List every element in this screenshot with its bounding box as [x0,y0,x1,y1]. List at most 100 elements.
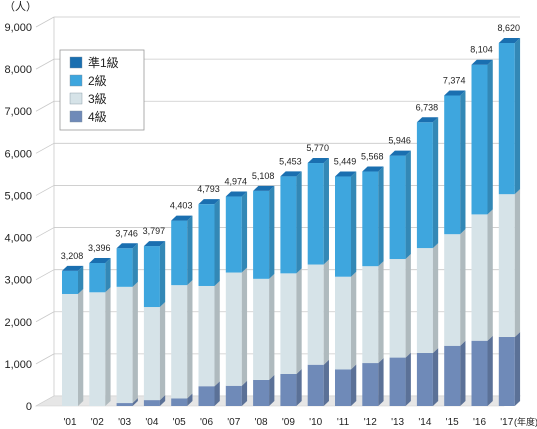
bar-segment-side [351,271,357,370]
bar-stack [253,185,275,406]
bar-segment-side [159,395,166,406]
bar-segment [225,272,242,386]
bar-segment-side [487,335,493,406]
bar-segment-side [269,273,275,380]
bar-segment [253,190,270,279]
total-label: 5,108 [252,171,275,181]
bar-stack [143,241,166,406]
bar-segment-side [514,38,521,195]
bar-segment-side [187,215,193,286]
x-tick-label: '03 [118,417,131,428]
gridline-diag [35,269,55,281]
bar-segment-side [105,287,111,406]
bar-stack [280,171,302,406]
bar-segment [498,43,515,195]
bar-segment [389,155,406,260]
y-tick-label: 3,000 [4,275,32,287]
bar-segment-side [405,254,411,358]
bar-segment [307,163,324,265]
bar-segment [253,278,270,380]
bar-segment-side [460,340,466,406]
bar-segment-side [159,302,166,401]
bar-segment [416,352,433,406]
bar-segment-side [241,267,248,386]
bar-segment [335,369,351,406]
bar-segment [62,293,78,406]
bar-segment-side [351,364,357,406]
bar-segment-side [132,243,138,287]
bar-segment [198,285,215,387]
bar-segment [389,259,406,358]
x-tick-label: '14 [418,417,431,428]
bar-segment [116,248,133,287]
bar-segment-side [105,257,111,293]
bar-top-cap [335,171,357,177]
gridline-diag [35,185,55,196]
legend-label: 準1級 [88,55,119,70]
bar-segment [362,363,379,406]
bar-segment-side [187,393,193,406]
bar-segment [116,403,133,406]
bar-segment-side [269,374,275,406]
bar-segment [225,385,242,406]
bar-stack [171,215,193,406]
gridline-diag [35,311,55,323]
y-tick-label: 5,000 [4,190,32,202]
y-tick-label: 7,000 [4,106,32,118]
bar-segment [225,196,242,273]
bar-top-cap [198,199,220,205]
bar-stack [471,59,493,406]
bar-segment [307,264,324,365]
bar-segment [471,214,488,341]
bar-segment-side [296,368,302,406]
bar-stack [62,265,84,406]
legend-label: 2級 [88,74,107,88]
bar-segment [171,398,188,406]
bar-segment [62,270,78,294]
bar-top-cap [307,158,329,164]
x-tick-label: '13 [391,417,404,428]
bar-stack [307,158,329,406]
bar-segment [116,286,133,404]
bar-segment-side [214,381,220,406]
total-label: 5,568 [361,152,384,162]
total-label: 5,453 [279,156,302,166]
bar-segment [253,379,270,406]
x-unit-label: (年度) [514,416,537,427]
bar-segment [471,340,488,406]
bar-segment [498,336,515,406]
x-tick-label: '10 [309,417,322,428]
bar-segment-side [432,117,439,249]
x-tick-label: '11 [337,417,350,428]
bar-segment-side [378,358,384,406]
total-label: 5,770 [306,143,329,153]
bar-stack [335,171,357,406]
bar-top-cap [225,191,248,197]
bar-segment [498,194,515,337]
y-tick-label: 8,000 [4,64,32,76]
total-label: 4,793 [197,184,220,194]
x-tick-label: '01 [63,417,76,428]
gridline-diag [35,16,55,28]
bar-segment-side [514,189,521,337]
bar-top-cap [143,241,166,247]
bar-stack [444,90,466,406]
legend-swatch [69,74,83,87]
bar-segment-side [323,359,329,406]
bar-segment [280,373,297,406]
legend-label: 3級 [88,92,107,106]
bar-segment-side [214,199,220,286]
total-labels: 3,208 3,396 3,746 3,797 4,403 4,793 4,974 5,108… [61,23,520,261]
total-label: 3,797 [143,226,166,236]
bar-segment-side [405,352,411,406]
bar-segment [143,246,160,308]
bar-segment-side [269,185,275,279]
bar-top-cap [389,150,411,156]
bar-segment-side [132,398,138,406]
bar-segment [444,95,461,235]
total-label: 3,396 [88,243,111,253]
bar-top-cap [471,59,493,65]
legend-label: 4級 [88,110,107,124]
x-tick-label: '06 [200,417,213,428]
bar-stack [225,191,248,406]
